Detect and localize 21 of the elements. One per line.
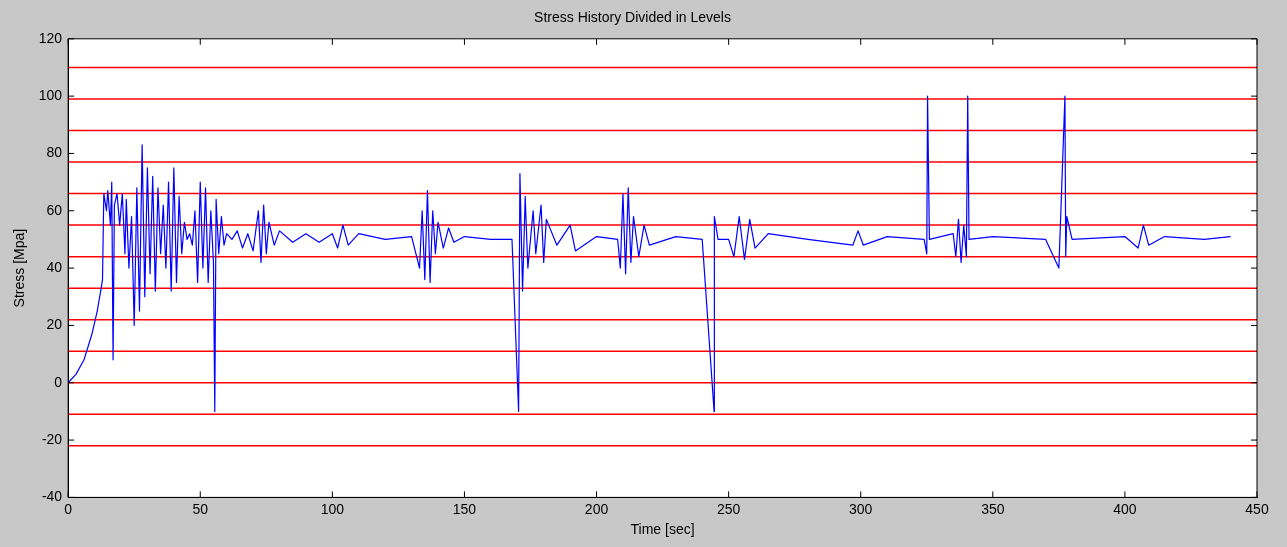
x-tick-label: 450: [1245, 500, 1269, 517]
x-tick-label: 300: [849, 500, 873, 517]
y-tick-label: 20: [46, 316, 63, 333]
y-tick-label: 120: [38, 29, 63, 46]
y-tick-label: 60: [46, 201, 63, 218]
y-axis-title: Stress [Mpa]: [11, 228, 28, 308]
x-tick-label: 250: [716, 500, 741, 517]
y-tick-label: 40: [46, 258, 63, 275]
chart-title: Stress History Divided in Levels: [534, 9, 731, 26]
x-tick-label: 150: [452, 500, 477, 517]
x-tick-label: 350: [981, 500, 1005, 517]
y-tick-label: 80: [46, 144, 63, 161]
x-tick-label: 50: [192, 500, 209, 517]
x-tick-label: 100: [320, 500, 345, 517]
y-tick-label: 100: [38, 86, 63, 103]
y-tick-label: -20: [41, 430, 63, 447]
y-tick-label: 0: [54, 373, 63, 390]
x-tick-label: 200: [584, 500, 609, 517]
x-tick-label: 400: [1113, 500, 1137, 517]
y-tick-label: -40: [41, 488, 63, 505]
x-axis-title: Time [sec]: [630, 521, 695, 538]
